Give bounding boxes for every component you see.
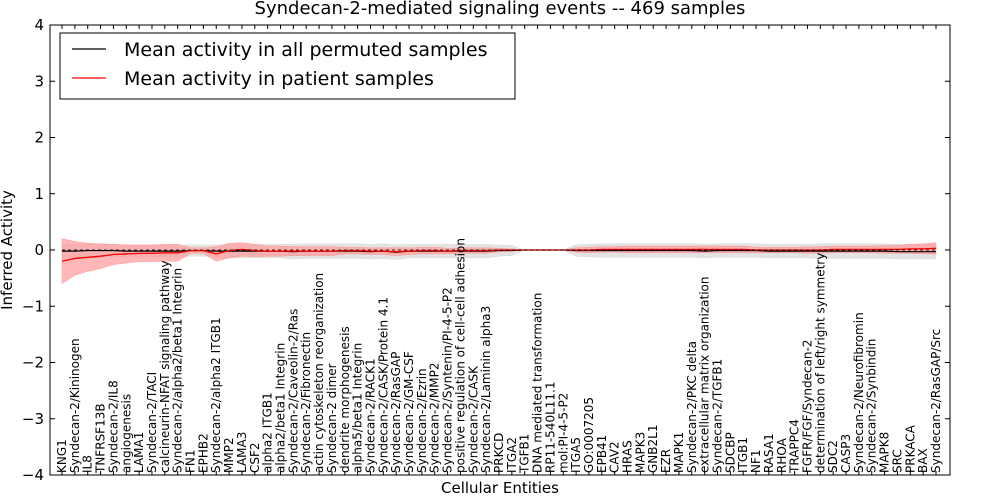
x-tick-label: alpha2 ITGB1 [261, 392, 275, 473]
x-tick-label: CAV2 [608, 441, 622, 473]
x-tick-label: SRC [890, 449, 904, 473]
x-tick-label: DNA mediated transformation [531, 293, 545, 473]
y-axis-ticks: −4 −3 −2 −1 0 1 2 3 4 [22, 16, 950, 484]
x-tick-label: Syndecan-2/PKC delta [685, 341, 699, 473]
x-tick-label: EPB41 [595, 435, 609, 473]
x-tick-label: Syndecan-2/TACI [145, 372, 159, 473]
y-tick-label: 1 [34, 185, 44, 203]
x-tick-label: SDCBP [723, 432, 737, 473]
y-tick-label: 0 [34, 241, 44, 259]
x-tick-label: calcineurin-NFAT signaling pathway [158, 260, 172, 473]
x-tick-label: angiogenesis [119, 394, 133, 473]
x-tick-label: ITGB1 [736, 437, 750, 473]
x-tick-label: MMP2 [222, 437, 236, 473]
y-tick-label: −4 [22, 466, 44, 484]
x-tick-label: alpha5/beta1 Integrin [351, 343, 365, 473]
x-tick-label: Syndecan-2/RasGAP/Src [929, 329, 943, 473]
category-labels: KNG1Syndecan-2/KininogenIL8TNFRSF13BSynd… [55, 238, 943, 474]
x-tick-label: GNB2L1 [646, 425, 660, 473]
x-tick-label: GO:0007205 [582, 397, 596, 473]
x-tick-label: Syndecan-2/Caveolin-2/Ras [286, 309, 300, 473]
x-tick-label: positive regulation of cell-cell adhesio… [453, 238, 467, 473]
x-tick-label: EPHB2 [196, 433, 210, 473]
legend-box [59, 32, 516, 100]
x-tick-label: Syndecan-2/RasGAP [389, 352, 403, 473]
x-tick-label: HRAS [621, 440, 635, 473]
confidence-bands [61, 238, 937, 285]
x-tick-label: extracellular matrix organization [698, 277, 712, 474]
y-tick-label: 2 [34, 129, 44, 147]
x-tick-label: determination of left/right symmetry [813, 253, 827, 473]
x-tick-label: IL8 [81, 455, 95, 473]
x-tick-label: Syndecan-2/TGFB1 [711, 359, 725, 473]
x-axis-label: Cellular Entities [441, 479, 559, 497]
x-tick-label: CASP3 [839, 434, 853, 473]
chart-title: Syndecan-2-mediated signaling events -- … [255, 0, 746, 19]
legend-label-patient: Mean activity in patient samples [124, 68, 434, 90]
x-tick-label: TNFRSF13B [94, 403, 108, 474]
x-tick-label: TRAPPC4 [788, 419, 802, 474]
y-tick-label: −3 [22, 410, 44, 428]
x-tick-label: MAPK1 [672, 432, 686, 473]
x-tick-label: NF1 [749, 449, 763, 473]
x-tick-label: LAMA1 [132, 432, 146, 473]
y-tick-label: 3 [34, 72, 44, 90]
x-tick-label: FGFR/FGF/Syndecan-2 [800, 340, 814, 473]
x-tick-label: RP11-540L11.1 [543, 382, 557, 473]
x-tick-label: Syndecan-2/Kininogen [68, 338, 82, 473]
x-tick-label: Syndecan-2/CASK [466, 365, 480, 473]
x-tick-label: Syndecan-2/GM-CSF [402, 351, 416, 473]
x-tick-label: RHOA [775, 437, 789, 473]
x-tick-label: Syndecan-2 dimer [325, 363, 339, 473]
x-tick-label: mol:PI-4-5-P2 [556, 393, 570, 473]
x-tick-label: MAPK8 [878, 432, 892, 473]
x-tick-label: Syndecan-2/Ezrin [415, 368, 429, 473]
y-axis-label: Inferred Activity [0, 190, 16, 310]
x-tick-label: Syndecan-2/CASK/Protein 4.1 [376, 297, 390, 473]
x-tick-label: ITGA2 [505, 437, 519, 473]
x-tick-label: BAX [916, 448, 930, 473]
x-tick-label: ITGA5 [569, 437, 583, 473]
x-axis-ticks [61, 25, 937, 475]
y-tick-label: −2 [22, 354, 44, 372]
x-tick-label: dendrite morphogenesis [338, 326, 352, 473]
x-tick-label: MAPK3 [633, 432, 647, 473]
x-tick-label: Syndecan-2/Syntenin/PI-4-5-P2 [441, 287, 455, 473]
x-tick-label: Syndecan-2/Synbindin [865, 339, 879, 473]
legend: Mean activity in all permuted samples Me… [59, 32, 516, 100]
x-tick-label: RASA1 [762, 433, 776, 473]
x-tick-label: PRKCD [492, 433, 506, 473]
x-tick-label: EZR [659, 449, 673, 473]
x-tick-label: Syndecan-2/Fibronectin [299, 332, 313, 473]
x-tick-label: SDC2 [826, 440, 840, 473]
x-tick-label: TGFB1 [518, 434, 532, 474]
x-tick-label: Syndecan-2/alpha2/beta1 Integrin [171, 268, 185, 473]
x-tick-label: CSF2 [248, 442, 262, 473]
x-tick-label: Syndecan-2/Laminin alpha3 [479, 306, 493, 473]
legend-label-permuted: Mean activity in all permuted samples [124, 39, 487, 61]
y-tick-label: 4 [34, 16, 44, 34]
x-tick-label: Syndecan-2/RACK1 [363, 358, 377, 473]
x-tick-label: actin cytoskeleton reorganization [312, 273, 326, 473]
x-tick-label: Syndecan-2/Neurofibromin [852, 312, 866, 473]
x-tick-label: Syndecan-2/alpha2 ITGB1 [209, 317, 223, 473]
x-tick-label: FN1 [184, 449, 198, 473]
x-tick-label: KNG1 [55, 439, 69, 473]
x-tick-label: LAMA3 [235, 432, 249, 473]
x-tick-label: Syndecan-2/IL8 [106, 380, 120, 473]
x-tick-label: Syndecan-2/MMP2 [428, 363, 442, 473]
x-tick-label: alpha2/beta1 Integrin [274, 343, 288, 473]
x-tick-label: PRKACA [903, 424, 917, 473]
y-tick-label: −1 [22, 297, 44, 315]
